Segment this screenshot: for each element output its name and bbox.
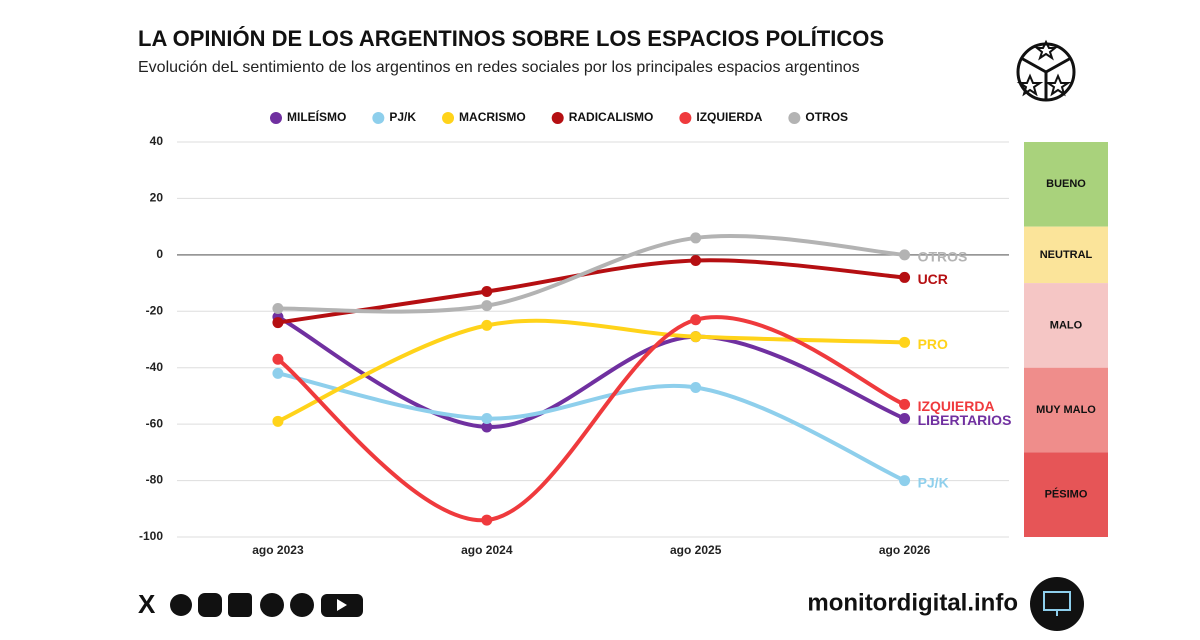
chart-title: LA OPINIÓN DE LOS ARGENTINOS SOBRE LOS E… [138,26,884,51]
series-line [275,234,907,314]
data-point [481,300,493,312]
rating-band [1024,367,1108,453]
y-tick-label: -40 [146,360,164,374]
end-label: LIBERTARIOS [918,412,1012,428]
rating-band [1024,142,1108,227]
series-line [275,314,907,429]
data-point [690,381,702,393]
data-point [481,319,493,331]
data-point [690,331,702,343]
legend-label: MILEÍSMO [287,109,346,124]
legend-label: MACRISMO [459,110,526,124]
y-tick-label: -80 [146,473,164,487]
legend-label: RADICALISMO [569,110,654,124]
y-tick-label: -100 [139,529,163,543]
x-tick-label: ago 2026 [879,543,931,557]
end-label: PRO [918,336,948,352]
legend-label: PJ/K [389,110,416,124]
legend-marker [442,112,455,124]
data-point [272,367,284,379]
series-line [275,315,907,523]
data-point [481,421,493,433]
data-point [481,413,493,424]
data-point [690,232,702,244]
data-point [899,336,911,348]
rating-band [1024,283,1108,368]
data-point [272,415,284,427]
y-tick-label: 0 [156,247,163,261]
y-tick-label: 40 [150,134,164,148]
legend-marker [372,112,385,124]
rating-band-label: MALO [1050,319,1083,331]
data-point [899,249,911,261]
data-point [899,475,911,487]
legend-label: OTROS [805,110,848,124]
site-logo [1030,577,1084,631]
data-point [481,514,493,526]
data-point [272,317,284,329]
legend-label: IZQUIERDA [696,110,762,124]
rating-band [1024,452,1108,537]
data-point [690,314,702,326]
logo [1016,39,1076,102]
site-name: monitordigital.info [807,589,1018,616]
x-tick-label: ago 2025 [670,543,722,557]
legend-marker [679,112,692,124]
data-point [690,255,702,266]
legend-marker [551,112,564,124]
social-icons: X [138,589,363,619]
y-tick-label: -20 [146,303,164,317]
x-tick-label: ago 2024 [461,543,513,557]
legend-marker [788,112,801,124]
data-point [481,286,493,298]
legend-marker [270,112,282,124]
series-line [275,258,907,325]
end-label: IZQUIERDA [918,398,995,414]
series-line [275,371,907,483]
chart-subtitle: Evolución deL sentimiento de los argenti… [138,59,860,76]
rating-band [1024,226,1108,284]
svg-text:X: X [138,589,156,619]
data-point [899,398,911,410]
end-label: UCR [918,271,948,287]
rating-band-label: PÉSIMO [1045,488,1088,501]
rating-band-label: BUENO [1046,178,1086,190]
x-tick-label: ago 2023 [252,543,304,557]
series-line [275,318,907,424]
data-point [899,271,911,283]
y-tick-label: -60 [146,416,164,430]
data-point [272,302,284,314]
y-tick-label: 20 [150,191,164,205]
data-point [899,413,911,424]
end-label: PJ/K [918,474,949,490]
rating-band-label: MUY MALO [1036,404,1096,416]
rating-band-label: NEUTRAL [1040,249,1093,261]
data-point [272,353,284,365]
end-label: OTROS [918,249,968,265]
